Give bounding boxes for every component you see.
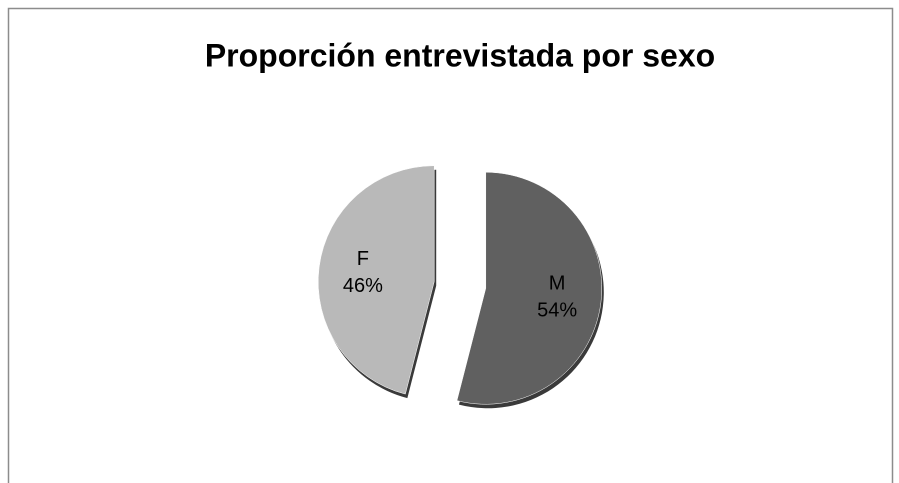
data-label-value: 54% — [537, 300, 577, 322]
pie-slice — [456, 172, 603, 405]
chart-title: Proporción entrevistada por sexo — [205, 37, 715, 73]
data-label-name: M — [549, 273, 566, 295]
data-label-name: F — [357, 248, 369, 270]
pie-slice — [317, 165, 435, 395]
chart-frame — [7, 7, 894, 483]
data-label-value: 46% — [343, 275, 383, 297]
